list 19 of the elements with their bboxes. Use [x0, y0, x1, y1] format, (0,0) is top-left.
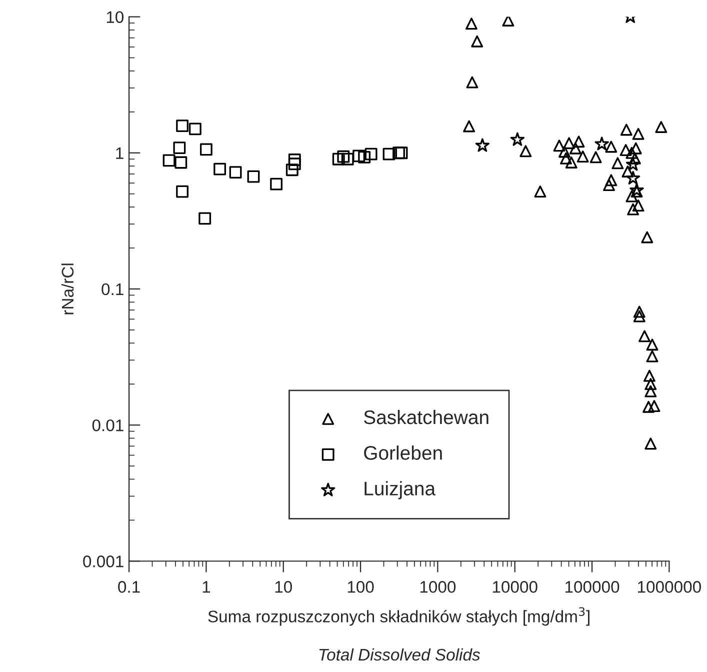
x-tick-label: 10: [275, 581, 292, 593]
y-tick-label: 0.1: [102, 283, 124, 296]
y-tick-label: 0.001: [83, 556, 124, 568]
legend-label: Gorleben: [364, 446, 442, 460]
y-axis-title: rNa/rCl: [61, 264, 74, 314]
x-tick-label: 1000: [420, 581, 456, 593]
x-tick-label: 1000000: [638, 581, 701, 593]
x-tick-label: 100: [348, 581, 374, 593]
x-tick-label: 100000: [565, 581, 620, 593]
y-tick-label: 10: [106, 11, 124, 24]
legend-label: Saskatchewan: [364, 410, 488, 424]
x-tick-label: 1: [202, 581, 210, 593]
text: Total Dissolved Solids: [319, 648, 480, 661]
y-tick-label: 0.01: [92, 419, 124, 432]
x-tick-label: 10000: [492, 581, 538, 593]
legend-label: Luizjana: [364, 481, 436, 500]
x-axis-title: Suma rozpuszczonych składników stałych [mg/dm$^{3}$]: [208, 607, 590, 626]
y-tick-label: 1: [116, 147, 124, 159]
x-tick-label: 0.1: [118, 581, 140, 593]
